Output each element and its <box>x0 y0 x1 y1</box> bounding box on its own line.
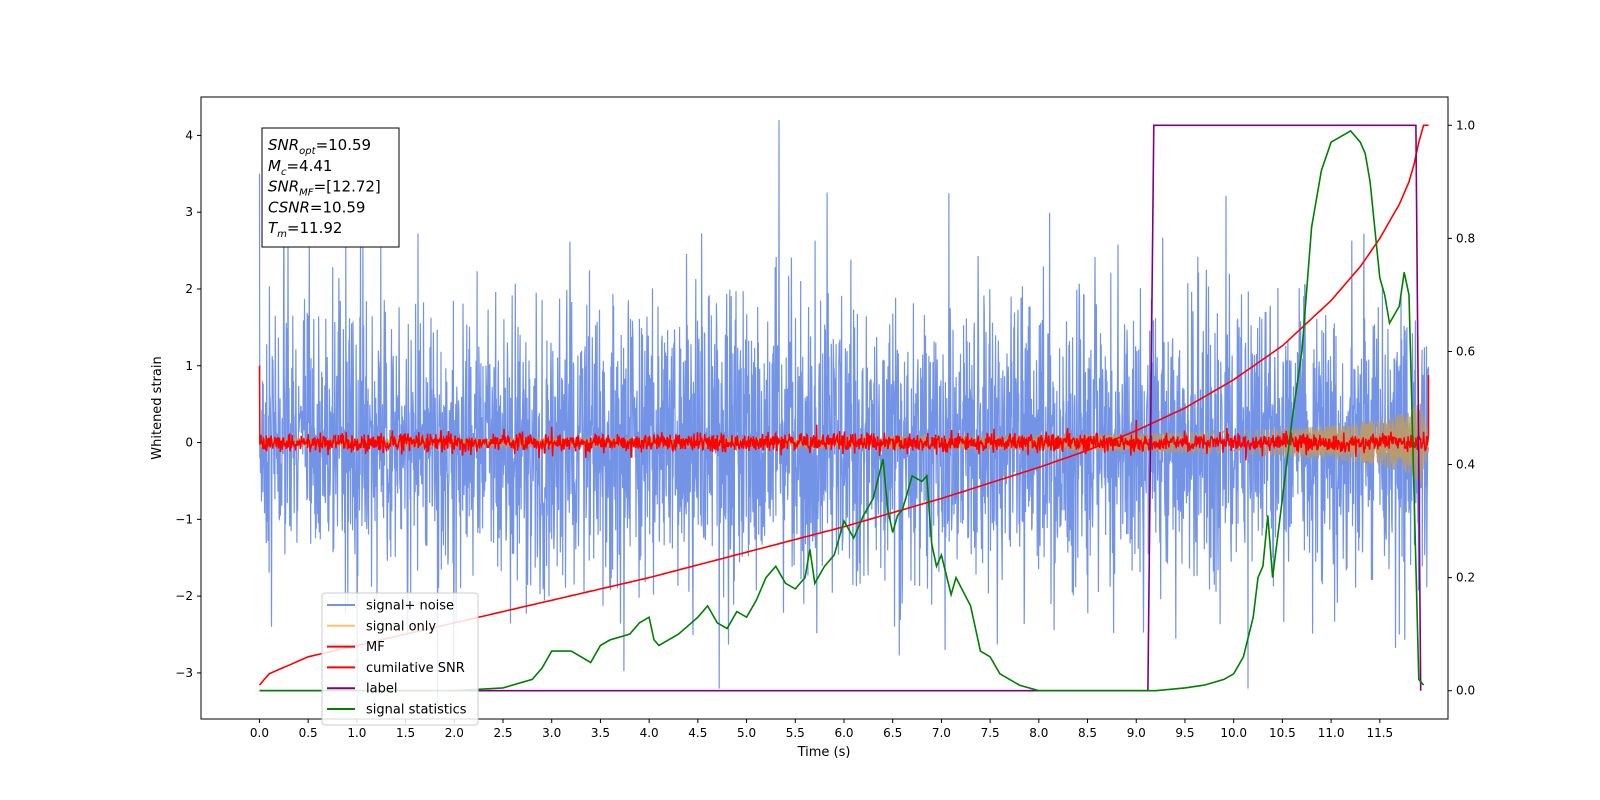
y-tick-label: 2 <box>185 282 193 296</box>
x-tick-label: 7.0 <box>932 726 951 740</box>
x-tick-label: 5.5 <box>786 726 805 740</box>
y2-tick-label: 0.0 <box>1456 684 1475 698</box>
legend-frame <box>321 592 479 726</box>
x-tick-label: 6.5 <box>883 726 902 740</box>
legend-label: label <box>366 682 397 697</box>
legend-label: signal only <box>366 619 436 634</box>
x-tick-label: 8.5 <box>1078 726 1097 740</box>
series-label <box>259 124 1422 692</box>
y2-tick-label: 0.4 <box>1456 458 1475 472</box>
x-tick-label: 8.0 <box>1029 726 1048 740</box>
x-tick-label: 1.0 <box>347 726 366 740</box>
legend-label: signal statistics <box>366 703 467 718</box>
legend: signal+ noise signal only MF cumilative SNR… <box>321 592 479 726</box>
x-tick-label: 11.0 <box>1318 726 1345 740</box>
annotation-line: Mc=4.41 <box>268 157 332 178</box>
y-tick-label: 3 <box>185 205 193 219</box>
y-axis-label: Whitened strain <box>150 356 165 459</box>
y-axis-left: −3 −2 −1 0 1 2 3 4 <box>175 128 201 680</box>
x-tick-label: 5.0 <box>737 726 756 740</box>
x-tick-label: 3.5 <box>591 726 610 740</box>
series-signal-statistics <box>259 129 1425 692</box>
y-tick-label: −3 <box>175 666 193 680</box>
x-tick-label: 4.0 <box>640 726 659 740</box>
annotation-line: SNRopt=10.59 <box>268 136 371 157</box>
annotation-line: CSNR=10.59 <box>268 198 365 216</box>
y-axis-right: 0.0 0.2 0.4 0.6 0.8 1.0 <box>1448 118 1475 698</box>
y2-tick-label: 1.0 <box>1456 118 1475 132</box>
x-tick-label: 4.5 <box>688 726 707 740</box>
x-tick-label: 9.5 <box>1175 726 1194 740</box>
x-axis: 0.0 0.5 1.0 1.5 2.0 2.5 3.0 3.5 4.0 4.5 5.0 5.5 6.0 6… <box>250 719 1393 740</box>
legend-label: cumilative SNR <box>366 661 465 676</box>
y2-tick-label: 0.6 <box>1456 344 1475 358</box>
x-tick-label: 2.0 <box>445 726 464 740</box>
series-mf <box>258 365 1430 461</box>
x-tick-label: 1.5 <box>396 726 415 740</box>
y2-tick-label: 0.2 <box>1456 571 1475 585</box>
y-tick-label: 0 <box>185 436 193 450</box>
legend-label: MF <box>366 640 385 655</box>
x-axis-label: Time (s) <box>797 745 851 760</box>
legend-label: signal+ noise <box>366 599 454 614</box>
annotation-box: SNRopt=10.59Mc=4.41SNRMF=[12.72]CSNR=10.… <box>261 127 400 248</box>
y-tick-label: 1 <box>185 359 193 373</box>
x-tick-label: 10.5 <box>1269 726 1296 740</box>
y-tick-label: 4 <box>185 128 193 142</box>
x-tick-label: 2.5 <box>493 726 512 740</box>
x-tick-label: 9.0 <box>1127 726 1146 740</box>
annotation-frame <box>261 127 400 248</box>
y2-tick-label: 0.8 <box>1456 231 1475 245</box>
x-tick-label: 6.0 <box>834 726 853 740</box>
annotation-line: SNRMF=[12.72] <box>268 178 381 199</box>
y-tick-label: −1 <box>175 512 193 526</box>
x-tick-label: 0.5 <box>299 726 318 740</box>
x-tick-label: 11.5 <box>1366 726 1393 740</box>
y-tick-label: −2 <box>175 589 193 603</box>
x-tick-label: 0.0 <box>250 726 269 740</box>
plot-frame <box>200 96 1449 720</box>
x-tick-label: 10.0 <box>1220 726 1247 740</box>
x-tick-label: 7.5 <box>981 726 1000 740</box>
x-tick-label: 3.0 <box>542 726 561 740</box>
annotation-line: Tm=11.92 <box>268 219 342 240</box>
